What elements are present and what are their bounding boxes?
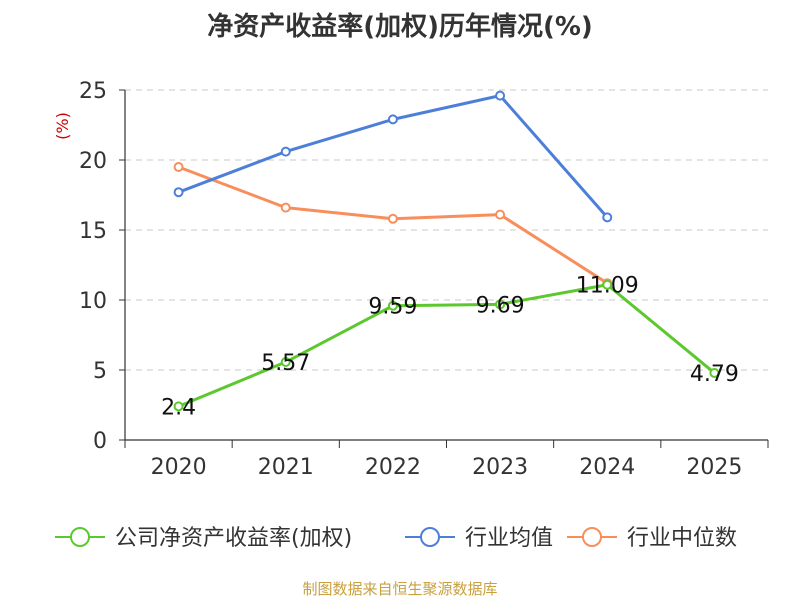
x-tick-label: 2025 (686, 455, 742, 480)
data-point (602, 212, 613, 223)
data-point (495, 299, 506, 310)
data-point (709, 367, 720, 378)
data-point (280, 202, 291, 213)
data-point (280, 146, 291, 157)
data-label: 9.59 (368, 295, 417, 320)
source-footer: 制图数据来自恒生聚源数据库 (302, 580, 498, 598)
data-point (495, 209, 506, 220)
data-point (387, 300, 398, 311)
y-tick-label: 5 (93, 359, 107, 384)
data-label: 11.09 (576, 274, 639, 299)
legend-label: 行业中位数 (627, 526, 737, 551)
x-tick-label: 2024 (579, 455, 635, 480)
data-point (387, 213, 398, 224)
y-axis-label: (%) (53, 112, 72, 140)
y-tick-label: 20 (79, 149, 107, 174)
chart-title: 净资产收益率(加权)历年情况(%) (207, 12, 593, 42)
x-tick-label: 2020 (151, 455, 207, 480)
grid-lines (125, 89, 768, 371)
data-point (602, 279, 613, 290)
x-tick-label: 2022 (365, 455, 421, 480)
legend-marker (420, 527, 440, 547)
legend-label: 公司净资产收益率(加权) (115, 526, 352, 551)
legend-marker (582, 527, 602, 547)
y-tick-label: 0 (93, 429, 107, 454)
y-tick-label: 10 (79, 289, 107, 314)
data-label: 2.4 (161, 395, 196, 420)
data-label: 9.69 (476, 293, 525, 318)
data-label: 5.57 (261, 351, 310, 376)
x-tick-label: 2023 (472, 455, 528, 480)
data-point (173, 187, 184, 198)
x-tick-label: 2021 (258, 455, 314, 480)
data-point (173, 401, 184, 412)
y-tick-label: 15 (79, 219, 107, 244)
data-point (173, 162, 184, 172)
data-labels: 2.4 5.57 9.59 9.69 11.09 4.79 (161, 274, 739, 421)
y-tick-label: 25 (79, 79, 107, 104)
data-label: 4.79 (690, 362, 739, 387)
data-point (280, 357, 291, 368)
legend-marker (70, 527, 90, 547)
series-line-0 (178, 283, 716, 408)
legend: 公司净资产收益率(加权) 行业均值 行业中位数 (55, 526, 737, 551)
legend-label: 行业均值 (465, 526, 553, 551)
series-line-1 (178, 94, 609, 219)
data-point (495, 90, 506, 101)
series-lines (173, 90, 720, 412)
series-line-2 (178, 165, 609, 285)
data-point (387, 114, 398, 125)
